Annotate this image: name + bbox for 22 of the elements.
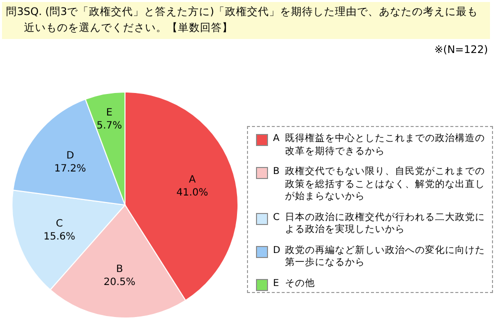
text: その他 <box>285 278 316 290</box>
data-label: 41.0% <box>176 187 208 198</box>
text: 日本の政治に政権交代が行われる二大政党による政治を実現したいから <box>285 212 485 236</box>
legend-label: A <box>273 133 280 146</box>
text: 政党の再編など新しい政治への変化に向けた第一歩になるから <box>285 244 485 270</box>
legend-label: D <box>273 244 282 257</box>
chart-title: 問3SQ. (問3で「政権交代」と答えた方に)「政権交代」を期待した理由で、あなたの考えに最も近いものを選んでください。【単数回答】 <box>2 2 490 39</box>
data-label: 5.7% <box>96 120 122 132</box>
data-label: 15.6% <box>43 232 76 243</box>
slice-label: A <box>188 174 196 186</box>
text: ※(N=122) <box>434 44 488 56</box>
data-label: 17.2% <box>54 163 86 174</box>
slice-label: E <box>106 107 112 118</box>
slice-label: D <box>66 150 74 162</box>
legend-label: E <box>273 278 280 290</box>
slice-label: C <box>56 218 63 230</box>
legend-label: B <box>273 166 281 178</box>
text: 政権交代でもない限り、自民党がこれまでの政策を総括することはなく、解党的な出直しが始まらないから <box>285 166 485 204</box>
legend-label: C <box>273 212 281 224</box>
slice-label: B <box>116 264 124 275</box>
text: 既得権益を中心としたこれまでの政治構造の改革を期待できるから <box>285 133 485 158</box>
data-label: 20.5% <box>104 276 136 288</box>
